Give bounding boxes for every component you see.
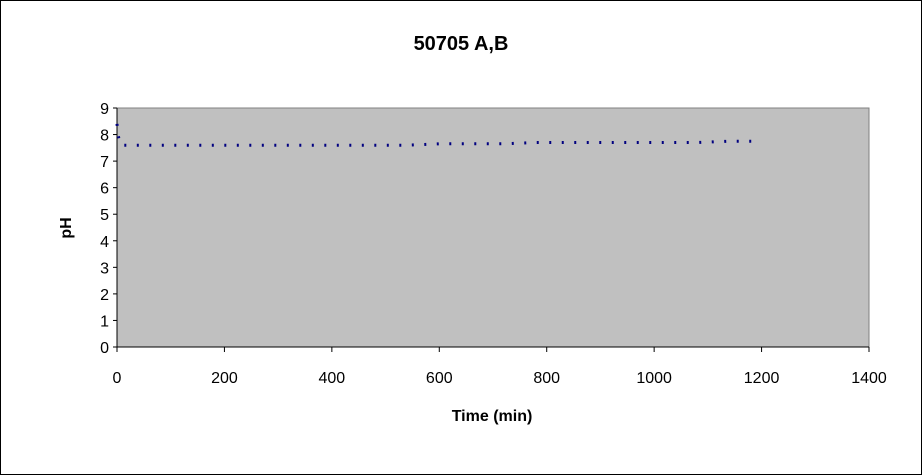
y-tick-label: 8 <box>100 128 109 145</box>
x-tick-label: 1200 <box>744 370 780 387</box>
y-tick-label: 0 <box>100 340 109 357</box>
x-tick-label: 200 <box>211 370 238 387</box>
x-tick-label: 0 <box>113 370 122 387</box>
series-line <box>115 123 762 147</box>
chart-title: 50705 A,B <box>414 33 509 55</box>
y-axis-title: pH <box>58 217 75 238</box>
x-tick-label: 800 <box>533 370 560 387</box>
x-tick-label: 400 <box>319 370 346 387</box>
y-tick-label: 3 <box>100 260 109 277</box>
y-tick-label: 6 <box>100 181 109 198</box>
y-tick-label: 5 <box>100 207 109 224</box>
y-tick-label: 1 <box>100 313 109 330</box>
y-tick-label: 4 <box>100 234 109 251</box>
y-axis-ticks: 0 1 2 3 4 5 6 7 8 9 <box>100 101 117 357</box>
plot-area <box>116 107 870 348</box>
x-tick-label: 600 <box>426 370 453 387</box>
y-tick-label: 2 <box>100 287 109 304</box>
x-axis-ticks: 0 200 400 600 800 1000 1200 1400 <box>113 347 887 387</box>
x-axis-title: Time (min) <box>452 408 533 425</box>
x-tick-label: 1000 <box>636 370 672 387</box>
y-tick-label: 9 <box>100 101 109 118</box>
x-tick-label: 1400 <box>851 370 887 387</box>
y-tick-label: 7 <box>100 154 109 171</box>
